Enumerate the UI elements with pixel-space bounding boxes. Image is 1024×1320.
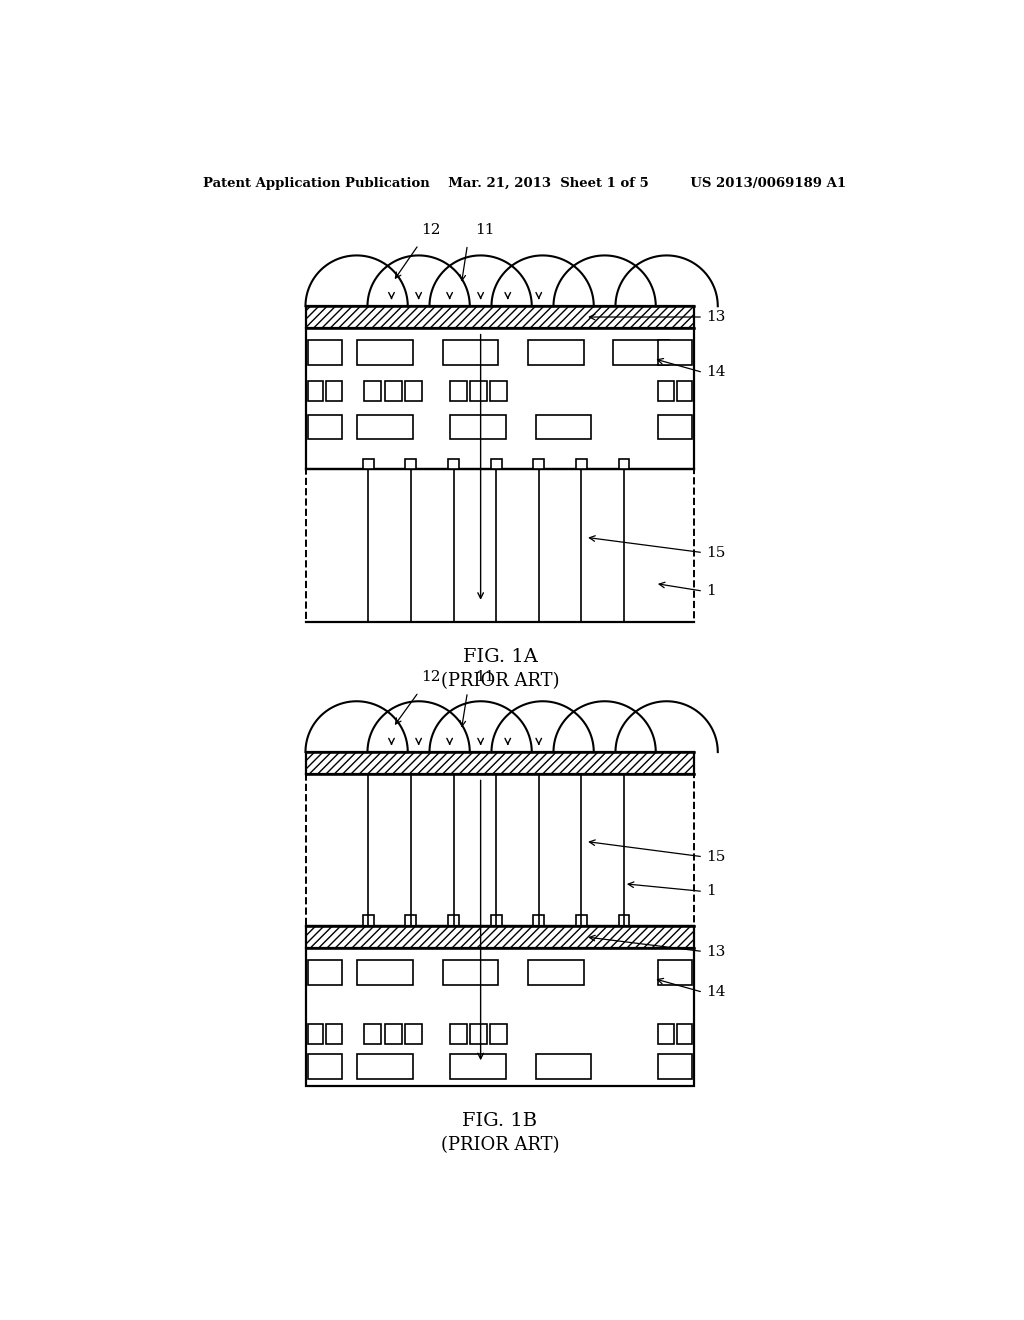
Bar (306, 948, 693, 1086)
Bar (306, 927, 693, 948)
Bar (327, 1024, 342, 1044)
Bar (404, 1024, 422, 1044)
Bar (536, 1053, 592, 1078)
Bar (536, 414, 592, 440)
Bar (308, 1053, 342, 1078)
Text: 11: 11 (475, 223, 495, 238)
Text: 13: 13 (707, 945, 726, 958)
Bar (365, 1024, 381, 1044)
Bar (357, 1053, 414, 1078)
Bar (406, 915, 417, 927)
Bar (618, 915, 630, 927)
Bar (357, 960, 414, 985)
Bar (489, 381, 507, 401)
Bar (308, 381, 324, 401)
Bar (658, 1024, 674, 1044)
Text: 15: 15 (707, 850, 726, 863)
Bar (677, 381, 692, 401)
Bar (306, 774, 693, 927)
Bar (308, 341, 342, 364)
Bar (406, 459, 417, 470)
Bar (490, 915, 502, 927)
Bar (451, 414, 506, 440)
Text: 12: 12 (421, 671, 440, 684)
Bar (618, 459, 630, 470)
Bar (528, 341, 584, 364)
Bar (449, 459, 459, 470)
Bar (306, 306, 693, 327)
Bar (365, 381, 381, 401)
Bar (658, 1053, 692, 1078)
Bar (362, 459, 374, 470)
Text: 15: 15 (707, 545, 726, 560)
Bar (404, 381, 422, 401)
Bar (357, 341, 414, 364)
Text: (PRIOR ART): (PRIOR ART) (440, 672, 559, 690)
Bar (357, 414, 414, 440)
Bar (575, 459, 587, 470)
Text: 1: 1 (707, 884, 716, 899)
Bar (450, 381, 467, 401)
Bar (534, 459, 544, 470)
Bar (534, 915, 544, 927)
Text: 14: 14 (707, 985, 726, 999)
Bar (308, 414, 342, 440)
Bar (470, 1024, 486, 1044)
Bar (306, 470, 693, 622)
Text: (PRIOR ART): (PRIOR ART) (440, 1137, 559, 1155)
Bar (308, 960, 342, 985)
Bar (677, 1024, 692, 1044)
Text: FIG. 1A: FIG. 1A (463, 648, 538, 665)
Bar (658, 960, 692, 985)
Bar (528, 960, 584, 985)
Bar (658, 381, 674, 401)
Text: Patent Application Publication    Mar. 21, 2013  Sheet 1 of 5         US 2013/00: Patent Application Publication Mar. 21, … (203, 177, 847, 190)
Text: 1: 1 (707, 585, 716, 598)
Text: 13: 13 (707, 310, 726, 323)
Bar (306, 752, 693, 774)
Bar (442, 960, 499, 985)
Bar (362, 915, 374, 927)
Text: 11: 11 (475, 671, 495, 684)
Bar (306, 327, 693, 470)
Bar (308, 1024, 324, 1044)
Bar (449, 915, 459, 927)
Bar (490, 459, 502, 470)
Bar (385, 381, 401, 401)
Bar (385, 1024, 401, 1044)
Bar (575, 915, 587, 927)
Bar (658, 414, 692, 440)
Bar (451, 1053, 506, 1078)
Bar (470, 381, 486, 401)
Bar (450, 1024, 467, 1044)
Bar (327, 381, 342, 401)
Bar (658, 341, 692, 364)
Text: 14: 14 (707, 366, 726, 379)
Bar (613, 341, 669, 364)
Bar (442, 341, 499, 364)
Text: FIG. 1B: FIG. 1B (463, 1111, 538, 1130)
Bar (489, 1024, 507, 1044)
Text: 12: 12 (421, 223, 440, 238)
